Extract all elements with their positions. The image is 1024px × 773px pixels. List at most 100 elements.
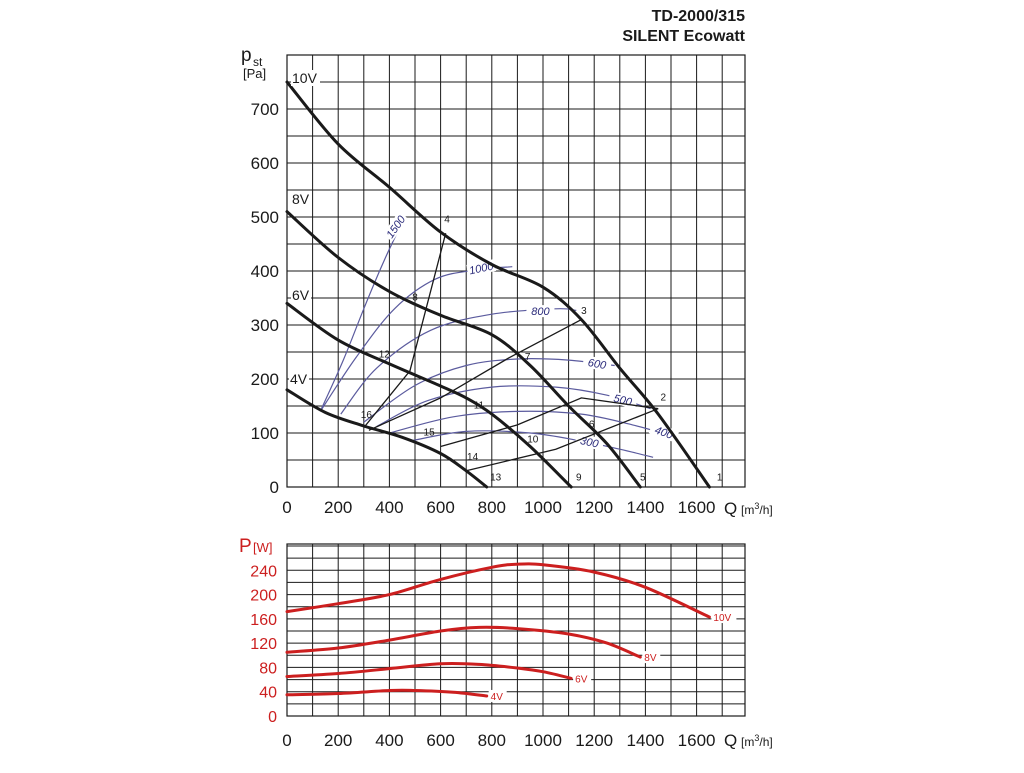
pressure-ytick: 500 xyxy=(251,208,279,227)
speed-label-bg xyxy=(291,287,311,303)
system-line xyxy=(363,233,447,429)
power-label-8V: 8V xyxy=(644,653,657,664)
iso-curve-300 xyxy=(409,430,654,458)
system-line xyxy=(368,319,582,431)
operating-point-label-14: 14 xyxy=(467,452,479,463)
pressure-xtick: 1400 xyxy=(626,498,664,517)
pressure-ylabel-sub: st xyxy=(253,55,263,69)
pressure-ylabel: p xyxy=(241,45,252,66)
speed-label-10V: 10V xyxy=(292,70,318,86)
power-xtick: 200 xyxy=(324,731,352,750)
power-label-4V: 4V xyxy=(491,692,504,703)
power-ytick: 0 xyxy=(268,709,277,726)
power-ylabel: P xyxy=(239,536,252,557)
speed-label-6V: 6V xyxy=(292,287,310,303)
power-xtick: 1400 xyxy=(626,731,664,750)
pressure-xtick: 200 xyxy=(324,498,352,517)
operating-point-label-11: 11 xyxy=(474,401,485,412)
power-curve-8V xyxy=(285,625,642,659)
operating-point-label-13: 13 xyxy=(490,473,502,484)
pressure-xlabel: Q xyxy=(724,499,737,518)
power-ytick: 240 xyxy=(250,563,277,580)
power-curve-6V xyxy=(285,661,573,680)
operating-point-label-1: 1 xyxy=(717,473,723,484)
pressure-grid xyxy=(286,54,746,488)
speed-curve-8V xyxy=(285,210,642,489)
pressure-xtick: 600 xyxy=(426,498,454,517)
speed-label-bg xyxy=(291,191,311,207)
pressure-xtick: 0 xyxy=(282,498,291,517)
pressure-system-lines xyxy=(363,233,659,472)
iso-curve-800 xyxy=(340,308,577,415)
iso-label-600: 600 xyxy=(587,357,608,372)
speed-label-8V: 8V xyxy=(292,191,310,207)
power-xtick: 0 xyxy=(282,731,291,750)
operating-point-label-7: 7 xyxy=(525,352,531,363)
power-xlabel: Q xyxy=(724,731,737,750)
power-ytick: 80 xyxy=(259,660,277,677)
pressure-xtick: 400 xyxy=(375,498,403,517)
pressure-ytick: 100 xyxy=(251,424,279,443)
speed-label-4V: 4V xyxy=(290,371,308,387)
power-label-bg xyxy=(573,672,592,685)
pressure-ytick: 0 xyxy=(270,478,279,497)
power-plot-frame xyxy=(286,543,746,717)
operating-point-label-8: 8 xyxy=(412,293,418,304)
power-ytick: 200 xyxy=(250,588,277,605)
power-label-bg xyxy=(642,651,661,664)
iso-label-300: 300 xyxy=(579,435,600,451)
power-label-10V: 10V xyxy=(713,613,731,624)
pressure-ytick: 400 xyxy=(251,262,279,281)
power-label-bg xyxy=(488,689,507,702)
iso-curve-500 xyxy=(376,385,651,428)
pressure-ytick: 300 xyxy=(251,316,279,335)
iso-label-500: 500 xyxy=(612,393,634,409)
power-curve-4V xyxy=(285,688,489,698)
power-label-6V: 6V xyxy=(575,674,588,685)
power-curve-10V xyxy=(285,562,711,619)
iso-label-bg xyxy=(382,211,409,242)
pressure-yunit: [Pa] xyxy=(243,66,266,81)
speed-label-bg xyxy=(291,70,320,86)
iso-label-1000: 1000 xyxy=(468,260,495,277)
operating-point-label-16: 16 xyxy=(361,410,373,421)
power-ytick: 40 xyxy=(259,685,277,702)
power-xunit: [m3/h] xyxy=(741,733,773,749)
power-label-bg xyxy=(711,611,737,624)
iso-curve-1000 xyxy=(319,266,513,412)
pressure-xtick: 1200 xyxy=(575,498,613,517)
pressure-ytick: 200 xyxy=(251,370,279,389)
iso-label-bg xyxy=(582,355,612,372)
iso-label-bg xyxy=(648,421,680,443)
iso-curve-1500 xyxy=(319,222,403,412)
power-xtick: 1600 xyxy=(678,731,716,750)
power-ytick: 120 xyxy=(250,636,277,653)
power-xtick: 600 xyxy=(426,731,454,750)
pressure-xtick: 800 xyxy=(478,498,506,517)
pressure-xtick: 1000 xyxy=(524,498,562,517)
speed-curve-10V xyxy=(285,80,711,489)
pressure-plot-frame xyxy=(286,54,746,488)
iso-curve-600 xyxy=(363,358,615,423)
power-yunit: [W] xyxy=(253,540,273,555)
pressure-ytick: 700 xyxy=(251,100,279,119)
speed-curve-6V xyxy=(285,301,573,489)
pressure-ytick: 600 xyxy=(251,154,279,173)
operating-point-label-3: 3 xyxy=(581,306,587,317)
chart-title-model: TD-2000/315 xyxy=(652,8,745,25)
system-line xyxy=(440,397,659,448)
operating-point-label-5: 5 xyxy=(640,473,646,484)
operating-point-label-6: 6 xyxy=(589,420,595,431)
operating-point-label-12: 12 xyxy=(379,349,391,360)
pressure-xtick: 1600 xyxy=(678,498,716,517)
operating-point-label-10: 10 xyxy=(527,435,539,446)
speed-label-bg xyxy=(289,371,309,387)
power-xtick: 1000 xyxy=(524,731,562,750)
iso-label-bg xyxy=(574,433,605,451)
operating-point-label-4: 4 xyxy=(444,214,450,225)
power-xtick: 1200 xyxy=(575,731,613,750)
iso-label-bg xyxy=(526,305,555,318)
